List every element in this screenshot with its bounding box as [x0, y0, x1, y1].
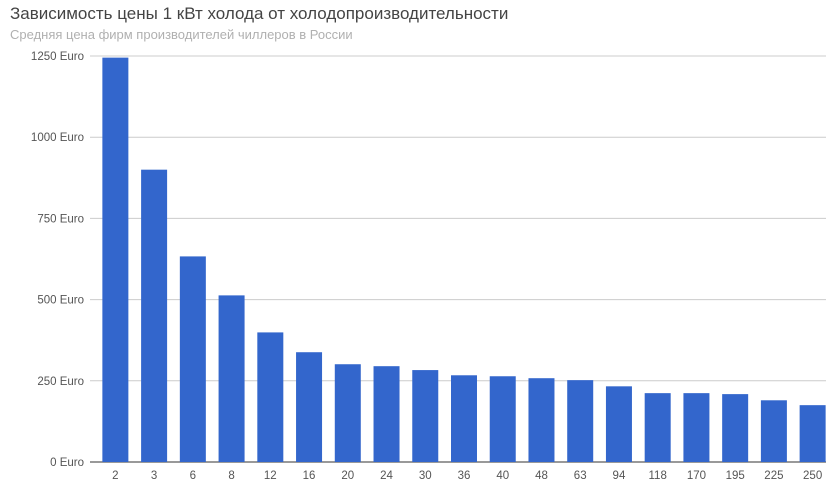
bar	[102, 57, 129, 463]
bar	[722, 394, 749, 462]
bar	[218, 295, 245, 462]
x-tick-label: 2	[112, 470, 118, 482]
chart-subtitle: Средняя цена фирм производителей чиллеро…	[10, 27, 353, 42]
x-tick-label: 40	[496, 470, 509, 482]
x-tick-label: 36	[458, 470, 471, 482]
x-tick-label: 30	[419, 470, 432, 482]
y-tick-label: 250 Euro	[37, 376, 84, 388]
chart-title: Зависимость цены 1 кВт холода от холодоп…	[10, 4, 509, 23]
y-tick-label: 1250 Euro	[31, 51, 84, 63]
bar	[760, 400, 787, 462]
x-tick-label: 3	[151, 470, 157, 482]
x-tick-label: 24	[380, 470, 393, 482]
bar	[799, 405, 826, 462]
x-tick-label: 250	[803, 470, 822, 482]
x-tick-label: 8	[228, 470, 234, 482]
bar	[567, 380, 594, 462]
bar	[412, 370, 439, 462]
bar	[605, 386, 632, 462]
bar	[141, 169, 168, 462]
bar	[373, 366, 400, 462]
y-tick-label: 750 Euro	[37, 213, 84, 225]
x-tick-label: 195	[726, 470, 745, 482]
x-tick-label: 20	[341, 470, 354, 482]
bar	[489, 376, 516, 462]
bar	[451, 375, 477, 462]
x-tick-label: 6	[190, 470, 196, 482]
x-tick-label: 170	[687, 470, 706, 482]
bar	[683, 393, 710, 462]
bar	[644, 393, 671, 462]
bar	[334, 364, 361, 462]
x-tick-label: 94	[613, 470, 626, 482]
bar	[296, 352, 323, 462]
x-tick-label: 225	[764, 470, 783, 482]
x-tick-label: 63	[574, 470, 587, 482]
y-tick-label: 500 Euro	[37, 295, 84, 307]
x-tick-label: 48	[535, 470, 548, 482]
bar	[179, 256, 206, 462]
bar	[528, 378, 555, 462]
y-tick-label: 1000 Euro	[31, 132, 84, 144]
x-tick-label: 118	[649, 470, 667, 482]
y-tick-label: 0 Euro	[50, 457, 84, 469]
x-tick-label: 16	[303, 470, 316, 482]
x-tick-label: 12	[264, 470, 277, 482]
bar	[257, 332, 284, 462]
